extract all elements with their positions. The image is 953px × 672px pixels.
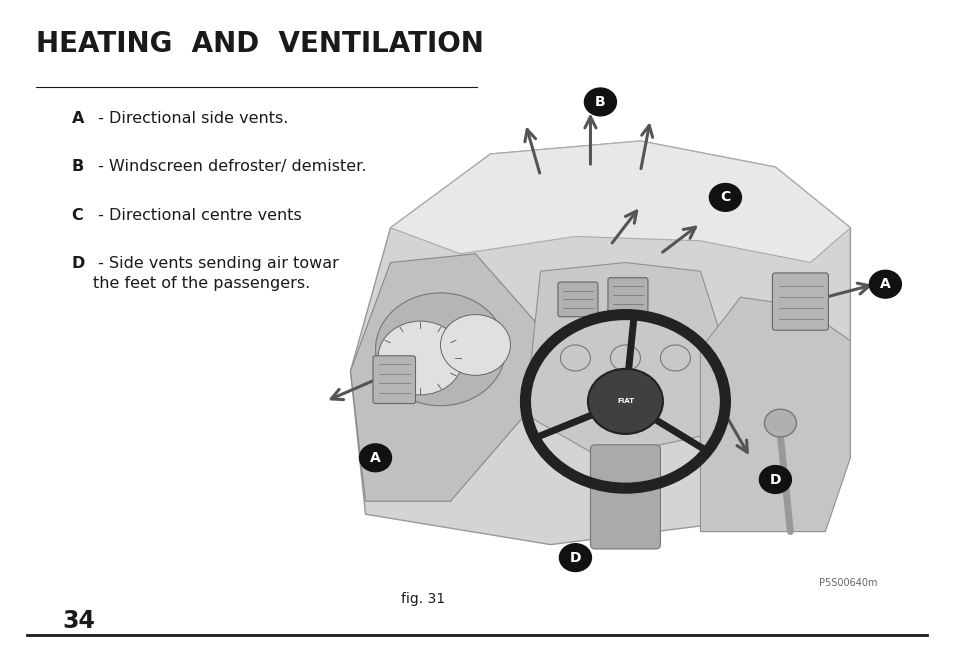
Text: - Directional side vents.: - Directional side vents. [92,111,288,126]
Text: - Directional centre vents: - Directional centre vents [92,208,301,222]
Circle shape [587,369,662,434]
Circle shape [359,444,391,472]
Text: B: B [595,95,605,109]
Text: C: C [71,208,83,222]
Circle shape [584,88,616,116]
Circle shape [558,544,591,571]
Text: B: B [71,159,84,174]
Text: 34: 34 [62,609,94,633]
Text: A: A [71,111,84,126]
FancyBboxPatch shape [558,282,598,317]
Circle shape [375,293,505,406]
Circle shape [763,409,796,437]
Circle shape [377,321,462,395]
Text: - Windscreen defroster/ demister.: - Windscreen defroster/ demister. [92,159,366,174]
Circle shape [559,345,590,371]
Text: P5S00640m: P5S00640m [818,578,876,588]
FancyBboxPatch shape [772,273,827,330]
Circle shape [440,314,510,376]
Text: C: C [720,190,730,204]
Text: - Side vents sending air towar
the feet of the passengers.: - Side vents sending air towar the feet … [92,256,338,291]
Text: D: D [769,472,781,487]
Polygon shape [350,254,540,501]
Text: HEATING  AND  VENTILATION: HEATING AND VENTILATION [36,30,483,58]
Text: A: A [879,277,890,291]
Text: fig. 31: fig. 31 [400,592,444,606]
Circle shape [759,466,791,493]
Text: A: A [370,451,380,465]
FancyBboxPatch shape [590,445,659,549]
FancyBboxPatch shape [373,355,416,404]
Polygon shape [390,141,849,263]
Polygon shape [350,141,849,544]
Text: D: D [71,256,85,271]
Polygon shape [525,263,724,458]
Polygon shape [700,297,849,532]
Circle shape [868,270,901,298]
Text: FIAT: FIAT [617,398,634,405]
Circle shape [610,345,639,371]
Text: D: D [569,550,580,564]
FancyBboxPatch shape [607,278,647,312]
Circle shape [659,345,690,371]
Circle shape [709,183,740,211]
